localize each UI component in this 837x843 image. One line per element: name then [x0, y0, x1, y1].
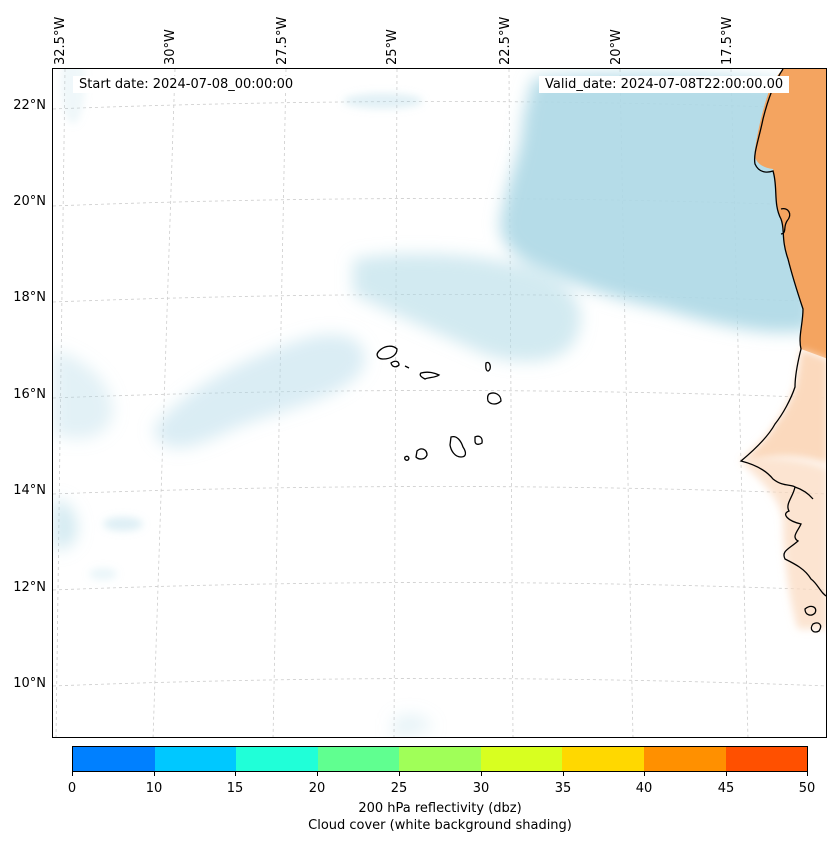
meridian-25w [394, 69, 397, 738]
colorbar-tickmark [399, 772, 400, 776]
colorbar-tickmark [563, 772, 564, 776]
colorbar-segment-10-15 [155, 747, 237, 771]
reflectivity-colorbar [72, 746, 808, 772]
cloud-blob-small-1 [103, 517, 143, 531]
colorbar-label-reflectivity: 200 hPa reflectivity (dbz) [0, 801, 837, 816]
colorbar-tickmark [644, 772, 645, 776]
colorbar-tickmark [235, 772, 236, 776]
colorbar-tick-35: 35 [555, 781, 572, 796]
colorbar-segment-15-20 [236, 747, 318, 771]
island-maio [475, 436, 482, 444]
lon-label-25w: 25°W [385, 29, 400, 65]
parallel-12n [53, 583, 827, 591]
lon-label-20w: 20°W [609, 29, 624, 65]
island-sal [486, 362, 490, 371]
cloud-patch-far-west [53, 349, 113, 439]
island-boa-vista [488, 393, 501, 404]
island-sao-nicolau [420, 372, 439, 379]
colorbar-tick-15: 15 [227, 781, 244, 796]
island-sao-vicente [391, 361, 399, 366]
lat-label-12n: 12°N [0, 580, 46, 595]
colorbar-segment-25-30 [399, 747, 481, 771]
cloud-patch-southwest [53, 499, 77, 550]
island-brava [405, 456, 409, 460]
colorbar-segment-0-10 [73, 747, 155, 771]
colorbar-tickmark [317, 772, 318, 776]
cloud-blob-small-2 [89, 568, 117, 580]
colorbar-tick-30: 30 [473, 781, 490, 796]
meridian-30w [153, 69, 175, 738]
lat-label-16n: 16°N [0, 387, 46, 402]
valid-date-label: Valid_date: 2024-07-08T22:00:00.00 [539, 76, 789, 93]
cloud-cover-shading [53, 69, 813, 738]
colorbar-tickmark [72, 772, 73, 776]
cloud-band-west [153, 334, 365, 448]
parallel-14n [53, 487, 827, 495]
island-santiago [450, 437, 465, 457]
colorbar-tickmark [154, 772, 155, 776]
cloud-blob-north [343, 93, 423, 109]
map-canvas [53, 69, 827, 738]
colorbar-tickmark [481, 772, 482, 776]
senegal-light [741, 349, 827, 464]
colorbar-segment-35-40 [562, 747, 644, 771]
colorbar-tick-50: 50 [799, 781, 816, 796]
colorbar-label-cloud-cover: Cloud cover (white background shading) [0, 818, 837, 833]
colorbar-tickmark [726, 772, 727, 776]
colorbar-tick-25: 25 [391, 781, 408, 796]
cloud-patch-south [393, 715, 433, 738]
colorbar-segment-45-50 [726, 747, 808, 771]
lat-label-14n: 14°N [0, 483, 46, 498]
colorbar-segment-30-35 [481, 747, 563, 771]
colorbar-tick-10: 10 [146, 781, 163, 796]
colorbar-tick-40: 40 [636, 781, 653, 796]
island-fogo [416, 449, 427, 459]
lon-label-27-5w: 27.5°W [275, 17, 290, 65]
lat-label-20n: 20°N [0, 194, 46, 209]
lon-label-17-5w: 17.5°W [720, 17, 735, 65]
start-date-label: Start date: 2024-07-08_00:00:00 [73, 76, 299, 93]
lon-label-30w: 30°W [163, 29, 178, 65]
island-santo-antao [377, 346, 397, 359]
colorbar-segment-40-45 [644, 747, 726, 771]
colorbar-tickmark [807, 772, 808, 776]
colorbar-tick-20: 20 [309, 781, 326, 796]
lon-label-32-5w: 32.5°W [53, 17, 68, 65]
map-panel[interactable] [52, 68, 827, 738]
island-santa-luzia [405, 366, 409, 368]
lon-label-22-5w: 22.5°W [498, 17, 513, 65]
colorbar-tick-0: 0 [68, 781, 76, 796]
parallel-16n [53, 391, 827, 399]
colorbar-segment-20-25 [318, 747, 400, 771]
lat-label-10n: 10°N [0, 676, 46, 691]
lat-label-18n: 18°N [0, 290, 46, 305]
lat-label-22n: 22°N [0, 98, 46, 113]
colorbar-tick-45: 45 [718, 781, 735, 796]
meridian-22-5w [509, 69, 513, 738]
parallel-10n [53, 679, 827, 687]
